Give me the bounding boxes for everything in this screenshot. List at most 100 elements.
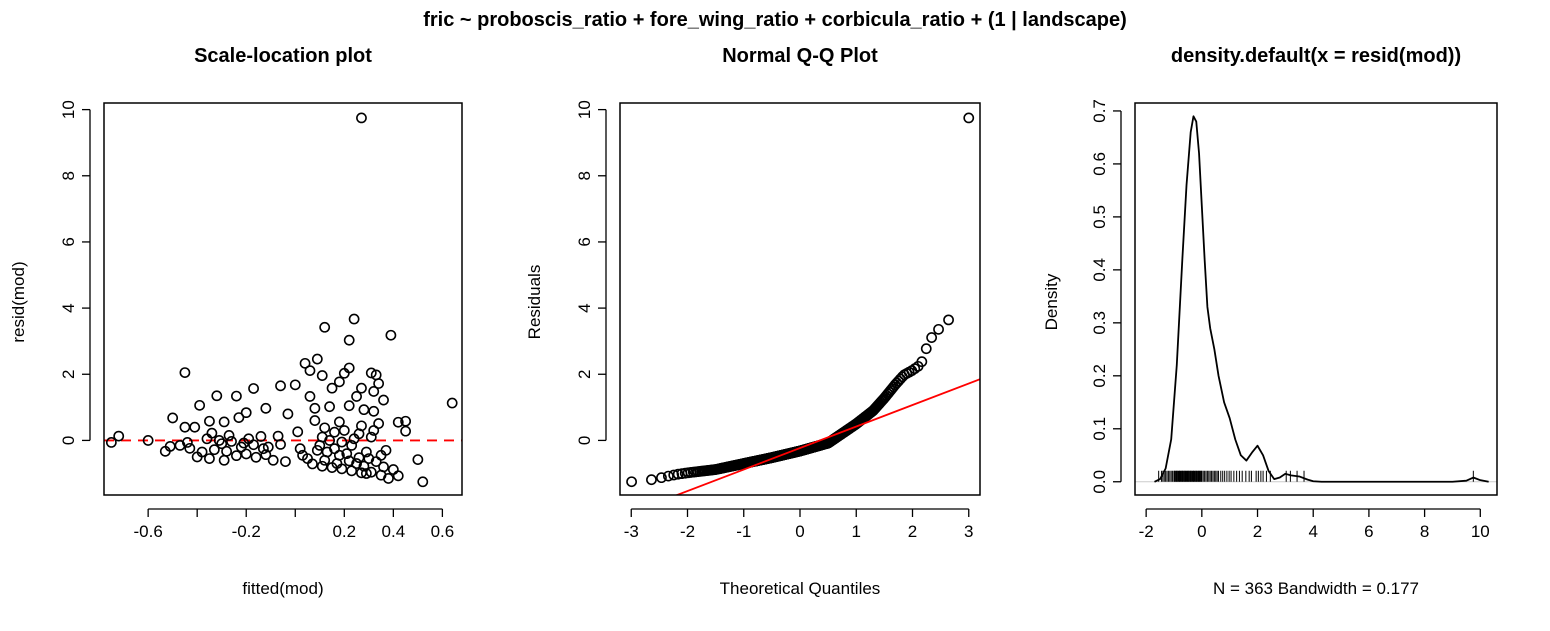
panel1-title: Scale-location plot bbox=[194, 45, 372, 67]
panel1-ytick-label: 6 bbox=[59, 237, 78, 246]
panel1-point bbox=[309, 415, 321, 426]
panel1-xlabel: fitted(mod) bbox=[242, 579, 323, 598]
panel1-point bbox=[179, 421, 191, 433]
panel1-yaxis: 0 2 4 6 8 10 bbox=[59, 100, 91, 445]
panel2-xtick-label: -2 bbox=[680, 522, 695, 541]
panel1-xtick-label: 0.2 bbox=[332, 522, 356, 541]
panel2-point bbox=[926, 332, 938, 343]
panel1-point bbox=[316, 431, 328, 443]
panel1-point bbox=[191, 451, 203, 463]
panel1-xtick-label: -0.2 bbox=[232, 522, 261, 541]
panel3-ytick-label: 0.1 bbox=[1090, 417, 1109, 441]
panel1-point bbox=[326, 382, 338, 394]
panel1-point bbox=[267, 454, 279, 466]
panel3-ytick-label: 0.0 bbox=[1090, 470, 1109, 494]
panel3-xlabel: N = 363 Bandwidth = 0.177 bbox=[1213, 579, 1419, 598]
panel1-point bbox=[292, 426, 304, 438]
panel1-point bbox=[373, 378, 385, 389]
panel2-xtick-label: 3 bbox=[964, 522, 973, 541]
panel3-frame bbox=[1134, 102, 1498, 496]
panel1-point bbox=[257, 443, 269, 455]
panel3-xtick-label: -2 bbox=[1139, 522, 1154, 541]
panel1-point bbox=[142, 435, 154, 446]
panel2-yaxis: 0 2 4 6 8 10 bbox=[575, 100, 607, 445]
panel1-point bbox=[294, 443, 306, 455]
panel1-point bbox=[218, 454, 230, 466]
panel2-xtick-label: 0 bbox=[795, 522, 804, 541]
panel1-point bbox=[262, 441, 274, 453]
panel1-point bbox=[280, 456, 291, 467]
panel1-marks bbox=[104, 112, 462, 488]
panel2-point bbox=[668, 469, 680, 481]
panel2-point bbox=[963, 112, 975, 124]
panel1-point bbox=[189, 421, 201, 433]
panel1-point bbox=[184, 442, 196, 454]
panel1-point bbox=[378, 394, 389, 406]
panel2-title: Normal Q-Q Plot bbox=[722, 45, 878, 67]
panel1-point bbox=[417, 476, 429, 488]
panel1-point bbox=[304, 365, 316, 377]
panel3-ytick-label: 0.6 bbox=[1090, 152, 1109, 176]
panel1-point bbox=[346, 439, 358, 451]
panel2-xlabel: Theoretical Quantiles bbox=[720, 579, 881, 598]
panel2-point bbox=[626, 476, 637, 488]
panel1-point bbox=[231, 450, 242, 462]
panel1-point bbox=[375, 449, 387, 461]
panel1-point bbox=[373, 418, 385, 429]
panel1-point bbox=[343, 362, 355, 374]
panel2-point bbox=[933, 323, 944, 335]
panel3-ytick-label: 0.2 bbox=[1090, 364, 1109, 388]
panel2-ytick-label: 10 bbox=[575, 100, 594, 119]
panel1-xaxis: -0.6 -0.2 0.2 0.4 0.6 bbox=[133, 508, 455, 541]
panel2-ylabel: Residuals bbox=[525, 265, 544, 340]
panel3-marks bbox=[1135, 115, 1497, 483]
panel2-xaxis: -3 -2 -1 0 1 2 3 bbox=[624, 508, 973, 541]
panel2-point bbox=[672, 468, 684, 480]
panel1-point bbox=[233, 412, 245, 423]
panel1-point bbox=[338, 425, 350, 436]
panel1-point bbox=[248, 383, 259, 394]
panel2-point bbox=[662, 470, 674, 482]
panel2-xtick-label: 2 bbox=[908, 522, 917, 541]
panel1-point bbox=[240, 448, 252, 460]
panel3-xtick-label: 6 bbox=[1364, 522, 1373, 541]
panel1-point bbox=[194, 399, 206, 411]
panel1-point bbox=[358, 404, 370, 416]
panel1-xtick-label: 0.4 bbox=[382, 522, 406, 541]
panel1-point bbox=[309, 402, 321, 414]
panel1-point bbox=[299, 357, 311, 369]
panel1-ytick-label: 4 bbox=[59, 303, 78, 312]
panel1-ytick-label: 0 bbox=[59, 436, 78, 445]
panel1-point bbox=[446, 397, 458, 409]
panel1-point bbox=[378, 461, 389, 473]
panel3-xtick-label: 2 bbox=[1253, 522, 1262, 541]
panel1-point bbox=[358, 460, 370, 472]
panel1-point bbox=[216, 438, 228, 450]
panel1-xtick-label: 0.6 bbox=[431, 522, 455, 541]
panel1-point bbox=[304, 391, 316, 402]
panel1-point bbox=[368, 425, 380, 436]
panel1-point bbox=[351, 391, 362, 402]
panel-scale-location: Scale-location plot fitted(mod) resid(mo… bbox=[9, 45, 463, 598]
panel1-ylabel: resid(mod) bbox=[9, 261, 28, 342]
panel1-point bbox=[356, 382, 367, 394]
panel1-point bbox=[311, 353, 323, 365]
panel1-xtick-label: -0.6 bbox=[133, 522, 162, 541]
panel1-point bbox=[226, 436, 237, 447]
panel1-point bbox=[275, 380, 286, 392]
panel1-point bbox=[363, 453, 375, 465]
panel1-point bbox=[392, 416, 404, 428]
panel1-point bbox=[243, 433, 255, 445]
panel1-point bbox=[213, 435, 225, 446]
panel1-point bbox=[204, 453, 215, 465]
panel2-ytick-label: 8 bbox=[575, 171, 594, 180]
panel2-point bbox=[943, 314, 954, 326]
panel1-frame bbox=[103, 102, 463, 496]
panel1-point bbox=[208, 444, 220, 456]
panel1-point bbox=[353, 428, 365, 440]
panel1-point bbox=[289, 379, 301, 391]
panel1-point bbox=[250, 451, 262, 463]
panel1-point bbox=[333, 416, 345, 428]
